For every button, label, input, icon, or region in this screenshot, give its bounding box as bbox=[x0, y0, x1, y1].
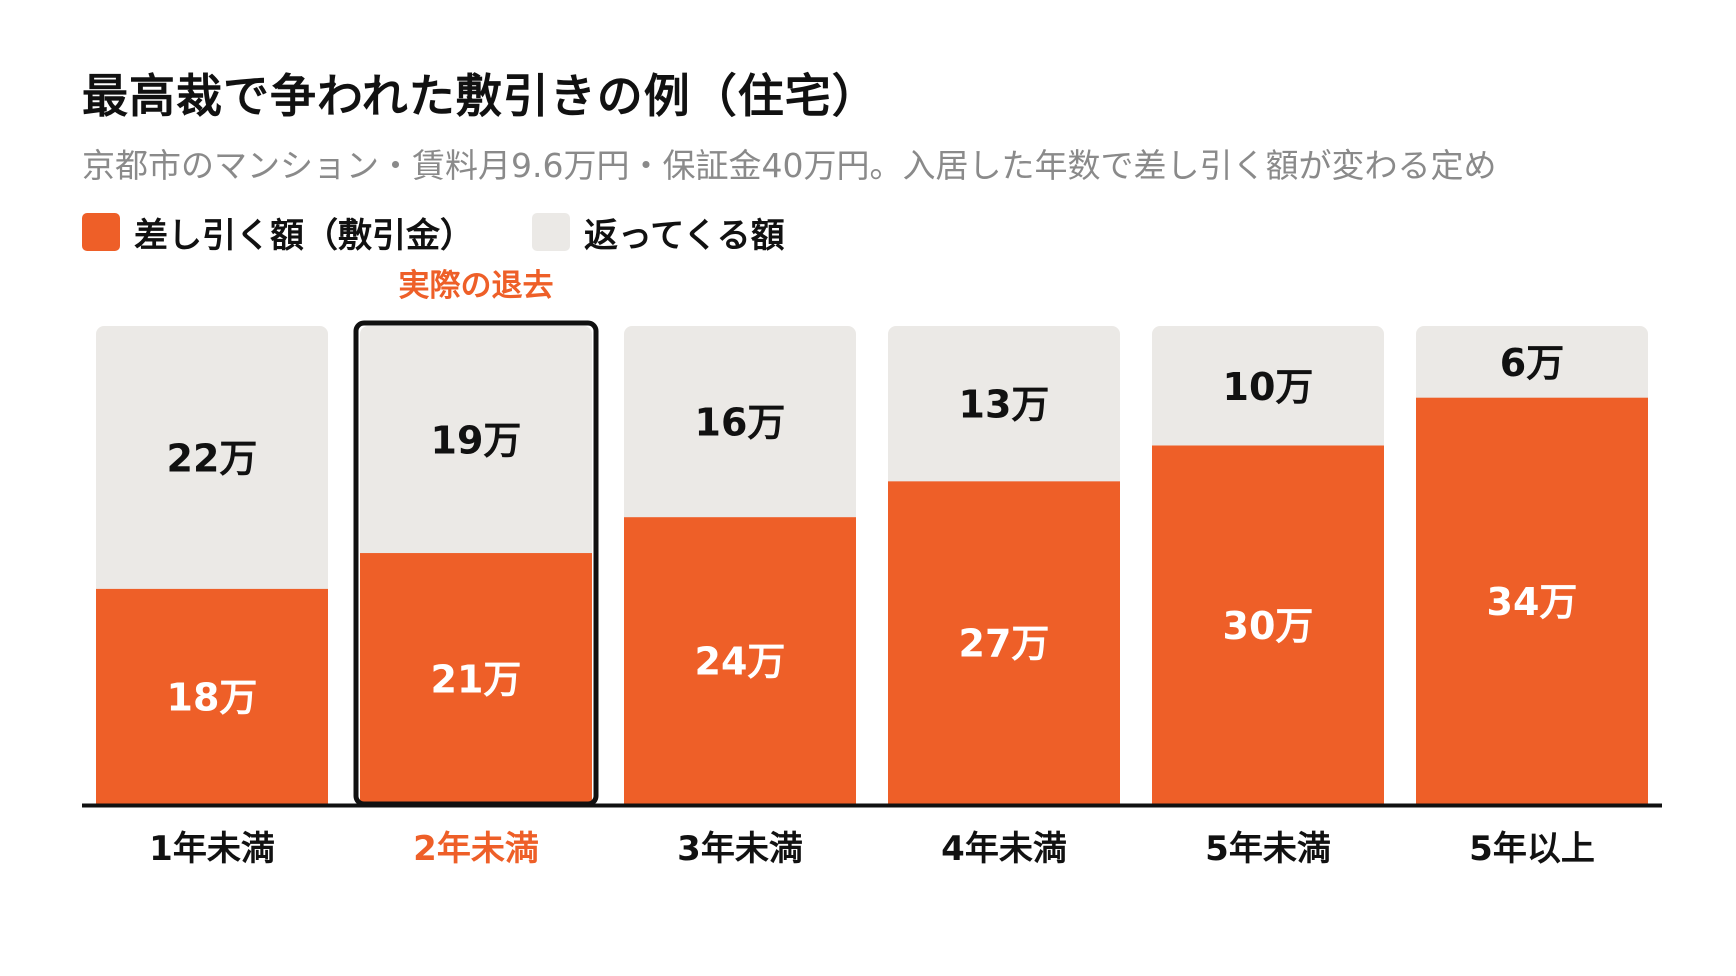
legend-label-returned: 返ってくる額 bbox=[584, 215, 785, 256]
bar-deducted-6 bbox=[1416, 397, 1648, 804]
chart-subtitle: 京都市のマンション・賃料月9.6万円・保証金40万円。入居した年数で差し引く額が… bbox=[82, 146, 1497, 185]
data-label-returned-3: 16万 bbox=[695, 401, 786, 445]
x-tick-label-3: 3年未満 bbox=[677, 829, 803, 869]
x-tick-label-2: 2年未満 bbox=[413, 829, 539, 869]
x-tick-label-1: 1年未満 bbox=[149, 829, 275, 869]
x-tick-label-6: 5年以上 bbox=[1469, 829, 1595, 869]
data-label-returned-5: 10万 bbox=[1223, 365, 1314, 409]
x-tick-label-5: 5年未満 bbox=[1205, 829, 1331, 869]
bar-deducted-3 bbox=[624, 517, 856, 804]
data-label-returned-4: 13万 bbox=[959, 383, 1050, 427]
data-label-deducted-5: 30万 bbox=[1223, 604, 1314, 648]
data-label-deducted-3: 24万 bbox=[695, 640, 786, 684]
legend-item-returned: 返ってくる額 bbox=[532, 208, 785, 257]
legend-label-deducted: 差し引く額（敷引金） bbox=[134, 215, 474, 256]
data-label-deducted-4: 27万 bbox=[959, 622, 1050, 666]
data-label-returned-2: 19万 bbox=[431, 419, 522, 463]
legend-item-deducted: 差し引く額（敷引金） bbox=[82, 208, 474, 257]
x-tick-label-4: 4年未満 bbox=[941, 829, 1067, 869]
legend-swatch-returned bbox=[532, 213, 570, 251]
data-label-deducted-6: 34万 bbox=[1487, 580, 1578, 624]
legend-swatch-deducted bbox=[82, 213, 120, 251]
data-label-returned-1: 22万 bbox=[167, 436, 258, 480]
bar-deducted-1 bbox=[96, 588, 328, 804]
chart-title: 最高裁で争われた敷引きの例（住宅） bbox=[82, 69, 879, 123]
data-label-deducted-2: 21万 bbox=[431, 658, 522, 702]
bar-deducted-4 bbox=[888, 481, 1120, 804]
highlight-annotation: 実際の退去 bbox=[399, 268, 554, 304]
legend: 差し引く額（敷引金） 返ってくる額 bbox=[82, 212, 785, 256]
bar-deducted-2 bbox=[360, 553, 592, 804]
data-label-returned-6: 6万 bbox=[1500, 341, 1564, 385]
bar-deducted-5 bbox=[1152, 445, 1384, 804]
data-label-deducted-1: 18万 bbox=[167, 675, 258, 719]
